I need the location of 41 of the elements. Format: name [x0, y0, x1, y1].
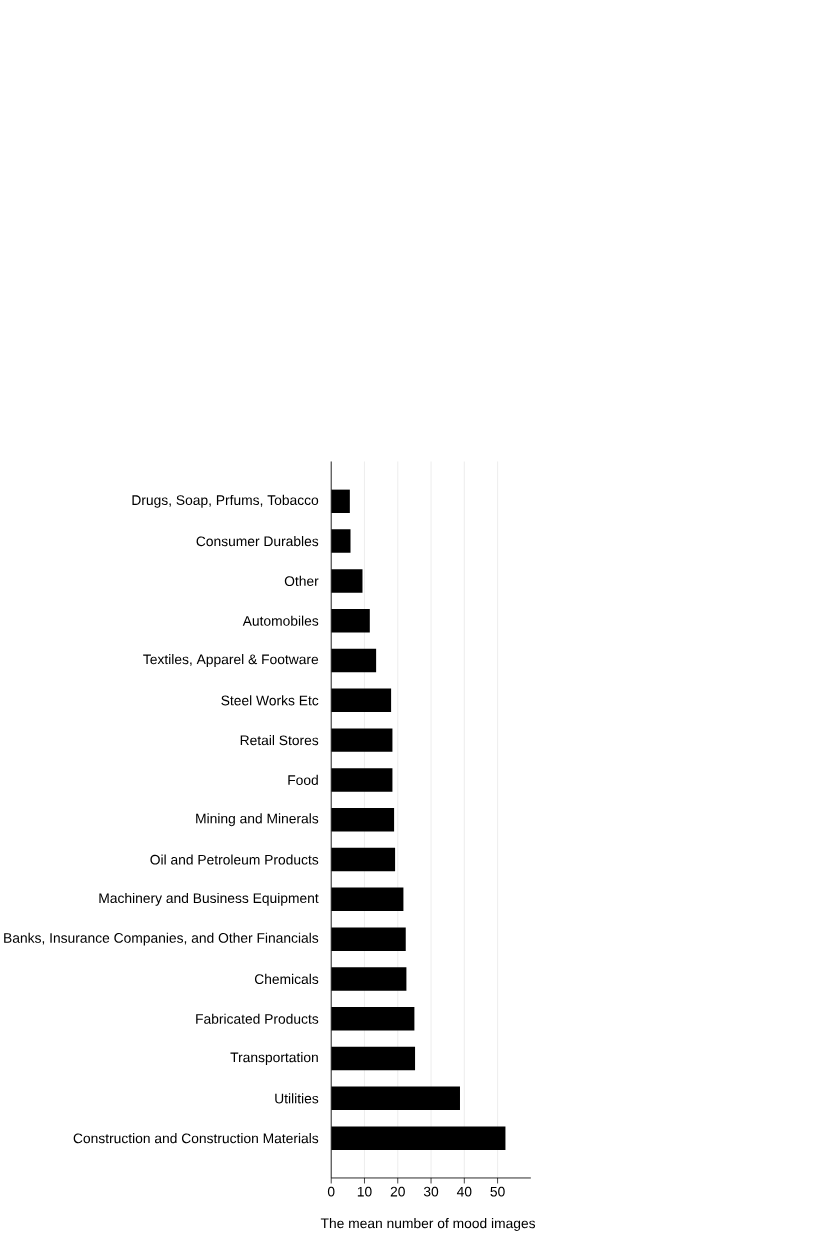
bar [331, 728, 393, 752]
x-tick-label: 0 [328, 1186, 335, 1197]
y-tick-label: Other [284, 575, 319, 586]
bar [331, 489, 350, 514]
y-tick-label: Retail Stores [240, 735, 319, 746]
y-tick-label: Transportation [230, 1052, 318, 1065]
bar [331, 1007, 415, 1031]
x-tick-label: 30 [424, 1186, 439, 1197]
y-tick-label: Construction and Construction Materials [73, 1133, 319, 1144]
bar [331, 887, 404, 912]
bar [331, 1046, 416, 1071]
y-tick-label: Mining and Minerals [196, 813, 319, 827]
y-tick-label: Consumer Durables [196, 536, 319, 547]
y-tick-label: Steel Works Etc [221, 695, 319, 706]
y-tick-label: Utilities [275, 1093, 319, 1104]
y-tick-label: Drugs, Soap, Prfums, Tobacco [132, 494, 319, 508]
bar [331, 688, 392, 713]
y-tick-label: Food [288, 774, 318, 785]
y-tick-label: Textiles, Apparel & Footware [143, 654, 319, 667]
bar [331, 847, 396, 872]
x-tick-label: 40 [457, 1186, 472, 1197]
y-tick-label: Oil and Petroleum Products [150, 854, 319, 865]
x-axis-title: The mean number of mood images [320, 1218, 536, 1231]
bar [331, 1126, 506, 1150]
y-tick-label: Automobiles [242, 615, 319, 626]
bar [331, 529, 351, 553]
bar [331, 768, 393, 792]
bar [331, 807, 395, 832]
y-tick-label: Fabricated Products [196, 1013, 319, 1024]
y-tick-label: Chemicals [255, 973, 319, 985]
x-tick-label: 20 [390, 1186, 406, 1197]
y-tick-label: Machinery and Business Equipment [99, 892, 319, 906]
bar [331, 648, 377, 673]
x-tick-label: 50 [490, 1186, 505, 1197]
y-tick-label: Banks, Insurance Companies, and Other Financials [4, 932, 319, 946]
bar [331, 1086, 461, 1111]
bar [331, 927, 406, 951]
bar [331, 967, 407, 991]
bar [331, 569, 363, 593]
bar [331, 608, 370, 633]
x-tick-label: 10 [357, 1186, 372, 1197]
